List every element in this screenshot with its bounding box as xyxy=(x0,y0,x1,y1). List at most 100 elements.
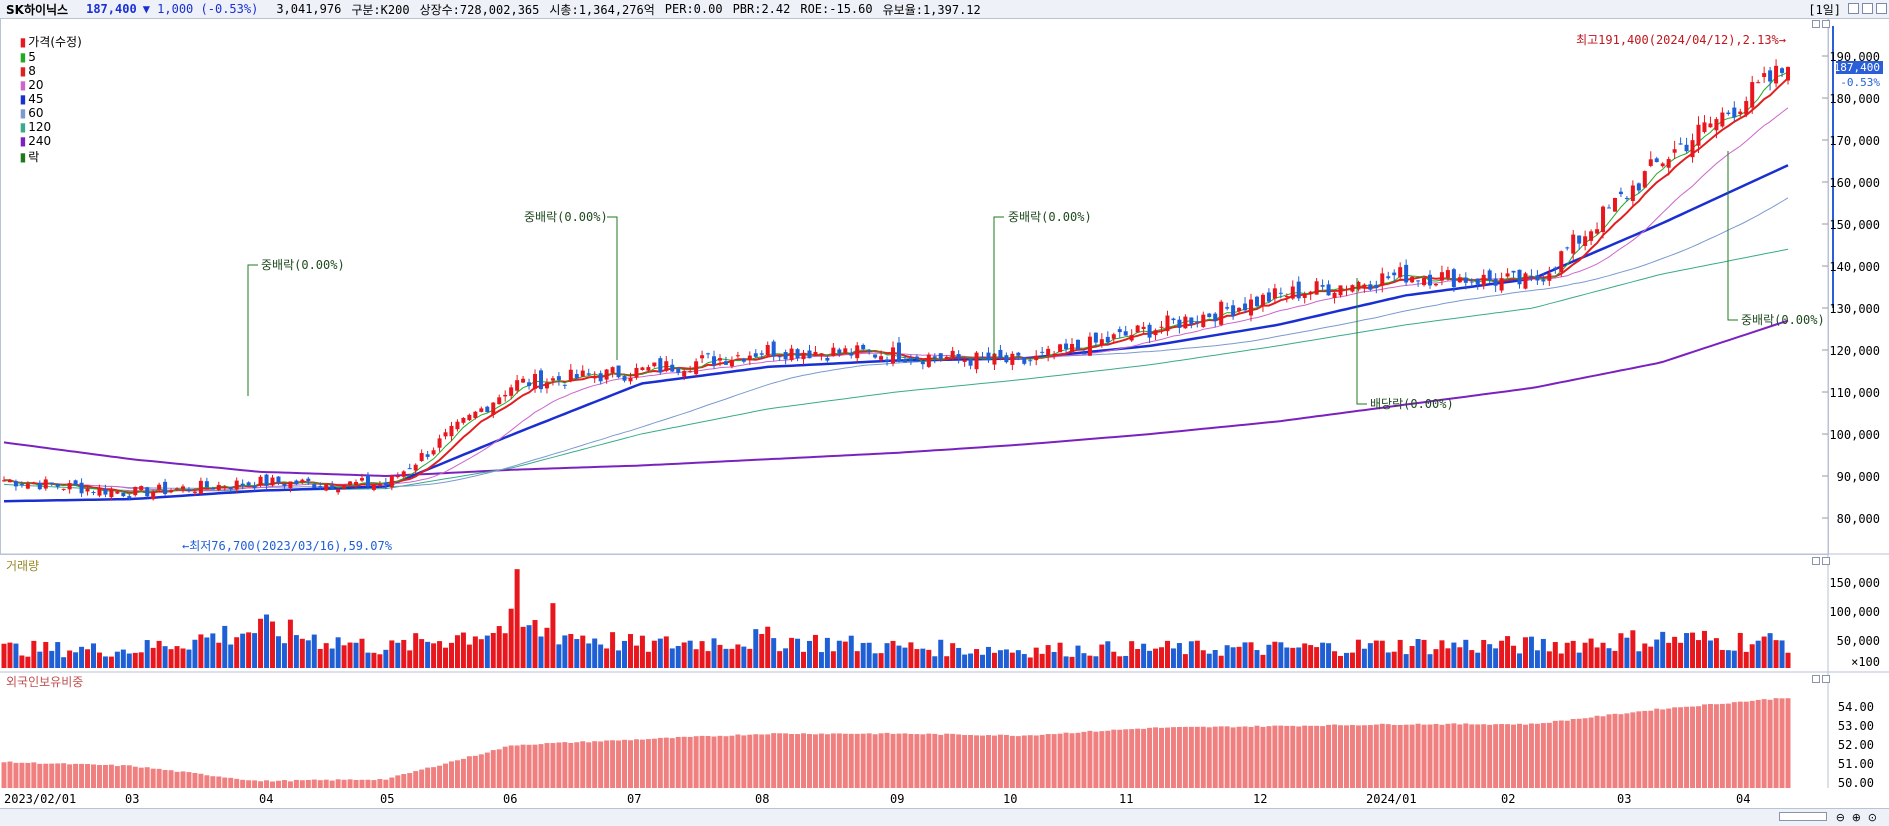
pane-settings-icon[interactable] xyxy=(1812,675,1820,683)
foreign-bar xyxy=(246,780,252,788)
volume-bar xyxy=(586,643,592,668)
volume-bar xyxy=(884,643,890,668)
foreign-bar xyxy=(1636,711,1642,788)
volume-bar xyxy=(1314,647,1320,668)
legend-ma-60[interactable]: 60 xyxy=(28,106,44,120)
foreign-bar xyxy=(1564,720,1570,788)
legend-price[interactable]: 가격(수정) xyxy=(28,35,82,49)
y-tick: 52.00 xyxy=(1838,738,1874,752)
candle-body xyxy=(950,350,955,358)
candle-body xyxy=(1296,281,1301,299)
period-selector[interactable]: [1일] xyxy=(1808,3,1841,17)
candle-body xyxy=(1404,264,1409,283)
foreign-bar xyxy=(622,739,628,788)
candle-body xyxy=(831,347,836,357)
candle-body xyxy=(640,367,645,370)
annotation-label: 중배락(0.00%) xyxy=(1741,313,1825,327)
zoom-out-icon[interactable]: ⊖ xyxy=(1835,811,1845,824)
foreign-bar xyxy=(1069,733,1075,788)
pane-close-icon[interactable] xyxy=(1822,20,1830,28)
foreign-bar xyxy=(777,733,783,788)
candle-body xyxy=(1165,315,1170,332)
volume-bar xyxy=(1385,652,1391,668)
volume-bar xyxy=(168,649,174,668)
legend-ma-5[interactable]: 5 xyxy=(28,50,36,64)
legend-extra[interactable]: 락 xyxy=(28,150,40,164)
volume-bar xyxy=(114,651,120,668)
maximize-icon[interactable] xyxy=(1862,3,1873,14)
legend-ma-45[interactable]: 45 xyxy=(28,92,44,106)
volume-bar xyxy=(657,638,663,668)
volume-bar xyxy=(198,634,204,668)
legend-ma-20[interactable]: 20 xyxy=(28,78,44,92)
chart-scroll-bar[interactable]: ⊖ ⊕ ⊙ xyxy=(0,808,1889,826)
foreign-bar xyxy=(818,733,824,788)
volume-bar xyxy=(1093,656,1099,668)
foreign-bar xyxy=(132,766,138,788)
pane-settings-icon[interactable] xyxy=(1812,20,1820,28)
x-tick: 2023/02/01 xyxy=(4,792,76,806)
zoom-in-icon[interactable]: ⊕ xyxy=(1851,811,1861,824)
foreign-bar xyxy=(657,737,663,788)
foreign-bar xyxy=(771,733,777,788)
stock-chart[interactable]: 190,000 180,000 170,000 160,000 150,000 … xyxy=(0,18,1889,808)
legend-ma-240[interactable]: 240 xyxy=(28,134,52,148)
foreign-bar xyxy=(1147,727,1153,788)
volume-bar xyxy=(1075,645,1081,668)
candle-body xyxy=(1612,197,1617,212)
x-tick: 09 xyxy=(890,792,904,806)
volume-bar xyxy=(437,641,443,668)
candle-body xyxy=(706,353,711,355)
volume-bar xyxy=(1057,642,1063,668)
candle-body xyxy=(1714,119,1719,131)
foreign-bar xyxy=(675,736,681,788)
foreign-bar xyxy=(329,780,335,788)
minimize-icon[interactable] xyxy=(1848,3,1859,14)
scroll-thumb[interactable] xyxy=(1779,812,1827,821)
candle-body xyxy=(252,485,257,489)
candle-body xyxy=(1016,352,1021,356)
ma-120-line xyxy=(3,248,1789,492)
candle-body xyxy=(383,482,388,486)
candle-body xyxy=(1571,234,1576,254)
candle-body xyxy=(115,491,120,494)
volume-bar xyxy=(383,649,389,668)
candle-body xyxy=(1147,324,1152,338)
legend-ma-8[interactable]: 8 xyxy=(28,64,36,78)
candle-body xyxy=(986,352,991,361)
pane-close-icon[interactable] xyxy=(1822,557,1830,565)
candle-body xyxy=(688,371,693,373)
foreign-bar xyxy=(1540,723,1546,788)
volume-bar xyxy=(240,633,246,668)
legend-ma-120[interactable]: 120 xyxy=(28,120,52,134)
y-tick: 90,000 xyxy=(1837,470,1880,484)
candle-body xyxy=(455,421,460,430)
foreign-bar xyxy=(645,739,651,788)
foreign-bar xyxy=(663,737,669,788)
pane-settings-icon[interactable] xyxy=(1812,557,1820,565)
volume-bar xyxy=(544,627,550,668)
volume-bar xyxy=(1326,643,1332,668)
candle-body xyxy=(938,353,943,360)
foreign-bar xyxy=(1326,724,1332,788)
foreign-bar xyxy=(365,779,371,788)
annotation-label: 중배락(0.00%) xyxy=(261,258,345,272)
candle-body xyxy=(31,483,36,485)
zoom-reset-icon[interactable]: ⊙ xyxy=(1867,811,1877,824)
candle-body xyxy=(1260,294,1265,307)
foreign-bar xyxy=(1725,703,1731,788)
volume-bar xyxy=(1027,657,1033,668)
candle-body xyxy=(789,348,794,361)
candle-body xyxy=(1517,269,1522,285)
close-icon[interactable] xyxy=(1876,3,1887,14)
stock-name[interactable]: SK하이닉스 xyxy=(6,2,69,17)
volume-bar xyxy=(1147,650,1153,668)
foreign-bar xyxy=(180,771,186,788)
foreign-bar xyxy=(347,779,353,788)
pane-close-icon[interactable] xyxy=(1822,675,1830,683)
foreign-bar xyxy=(1212,726,1218,788)
foreign-bar xyxy=(174,771,180,788)
volume-bar xyxy=(598,644,604,668)
volume-bar xyxy=(37,651,43,668)
candle-body xyxy=(1290,286,1295,299)
